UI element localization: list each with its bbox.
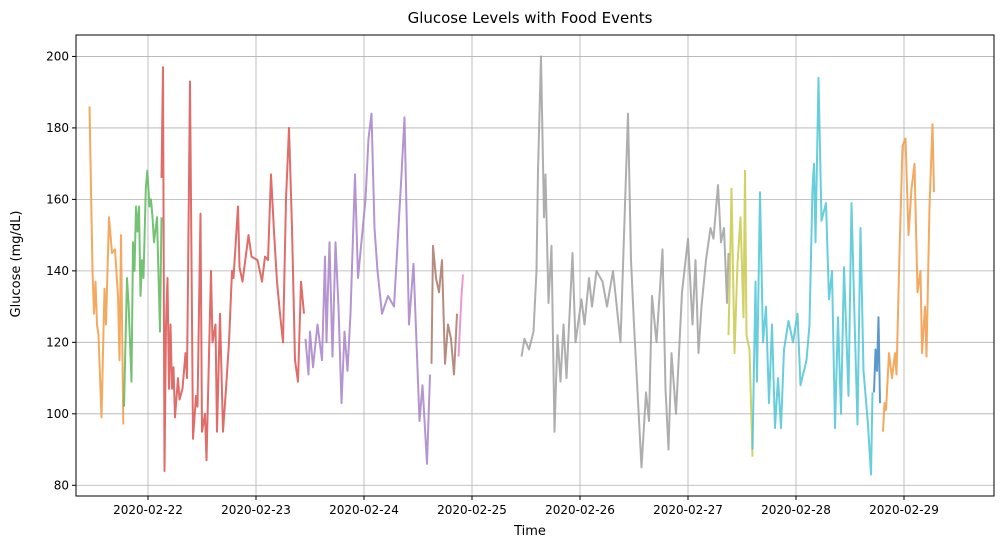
x-axis-ticks: 2020-02-22 2020-02-23 2020-02-24 2020-02-25… — [113, 496, 939, 517]
glucose-series-line-5 — [430, 244, 458, 376]
y-axis-label: Glucose (mg/dL) — [9, 211, 24, 318]
glucose-series-line-4 — [304, 112, 431, 465]
plot-frame — [75, 34, 995, 497]
x-tick-label: 2020-02-28 — [761, 503, 831, 517]
glucose-series-line-1 — [88, 106, 125, 425]
y-tick-label: 200 — [46, 49, 69, 63]
chart-title: Glucose Levels with Food Events — [408, 9, 653, 27]
y-tick-label: 100 — [46, 407, 69, 421]
glucose-series-line-11 — [882, 123, 935, 432]
y-tick-label: 140 — [46, 264, 69, 278]
glucose-series-line-10 — [873, 316, 881, 404]
x-tick-label: 2020-02-27 — [653, 503, 723, 517]
x-tick-label: 2020-02-25 — [437, 503, 507, 517]
series-layer — [88, 55, 935, 476]
y-tick-label: 80 — [54, 478, 69, 492]
x-tick-label: 2020-02-23 — [221, 503, 291, 517]
glucose-series-line-3 — [160, 66, 305, 472]
x-tick-label: 2020-02-26 — [545, 503, 615, 517]
y-tick-label: 180 — [46, 121, 69, 135]
grid-layer — [76, 35, 994, 496]
glucose-series-line-2 — [123, 169, 163, 407]
x-tick-label: 2020-02-24 — [329, 503, 399, 517]
glucose-series-line-8 — [727, 169, 754, 457]
glucose-series-line-9 — [751, 76, 874, 476]
y-tick-label: 160 — [46, 192, 69, 206]
glucose-series-line-6 — [457, 274, 464, 357]
y-axis-ticks: 80 100 120 140 160 180 200 — [46, 49, 76, 492]
x-axis-label: Time — [513, 524, 546, 539]
x-tick-label: 2020-02-29 — [869, 503, 939, 517]
y-tick-label: 120 — [46, 335, 69, 349]
x-tick-label: 2020-02-22 — [113, 503, 183, 517]
glucose-series-line-7 — [520, 55, 730, 469]
